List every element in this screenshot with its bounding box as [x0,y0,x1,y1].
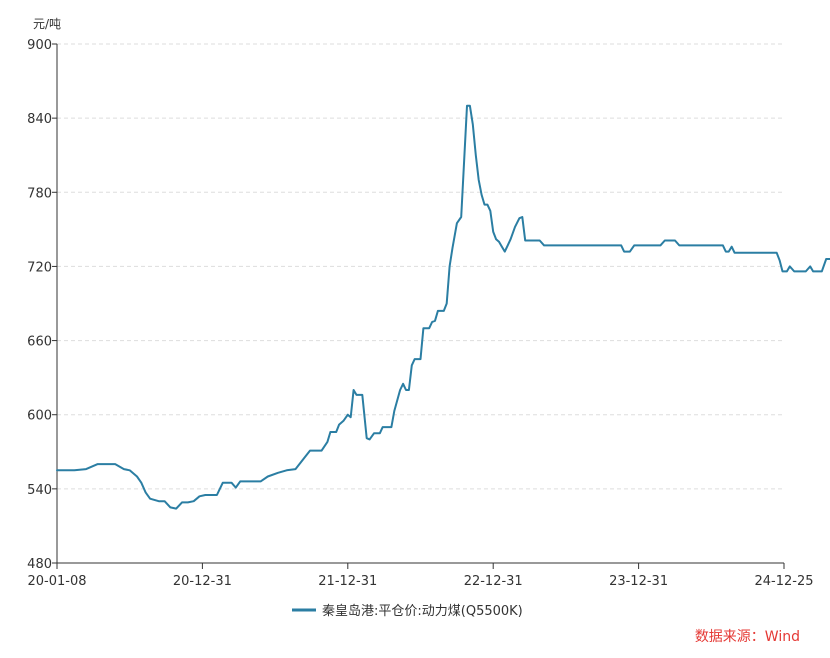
series-line [56,104,830,510]
data-source-note: 数据来源：Wind [695,629,800,645]
y-tick-label: 720 [27,260,52,275]
y-tick-label: 780 [27,186,52,201]
y-tick-label: 900 [27,38,52,53]
y-tick-label: 540 [27,483,52,498]
legend-label: 秦皇岛港:平仓价:动力煤(Q5500K) [322,603,523,619]
y-tick-label: 600 [27,409,52,424]
y-tick-label: 660 [27,335,52,350]
y-axis-ticks: 480 540 600 660 720 780 840 900 [27,38,57,572]
axes [56,44,784,564]
y-tick-label: 840 [27,112,52,127]
x-axis-ticks: 20-01-08 20-12-31 21-12-31 22-12-31 23-12-31… [27,563,814,589]
y-axis-unit-label: 元/吨 [33,17,61,31]
x-tick-label: 22-12-31 [464,574,523,589]
x-tick-label: 20-12-31 [173,574,232,589]
series-layer [56,104,830,510]
x-tick-label: 24-12-25 [754,574,813,589]
x-tick-label: 23-12-31 [609,574,668,589]
x-tick-label: 21-12-31 [318,574,377,589]
x-tick-label: 20-01-08 [27,574,86,589]
legend: 秦皇岛港:平仓价:动力煤(Q5500K) [292,603,523,619]
gridlines [57,43,784,490]
y-tick-label: 480 [27,557,52,572]
